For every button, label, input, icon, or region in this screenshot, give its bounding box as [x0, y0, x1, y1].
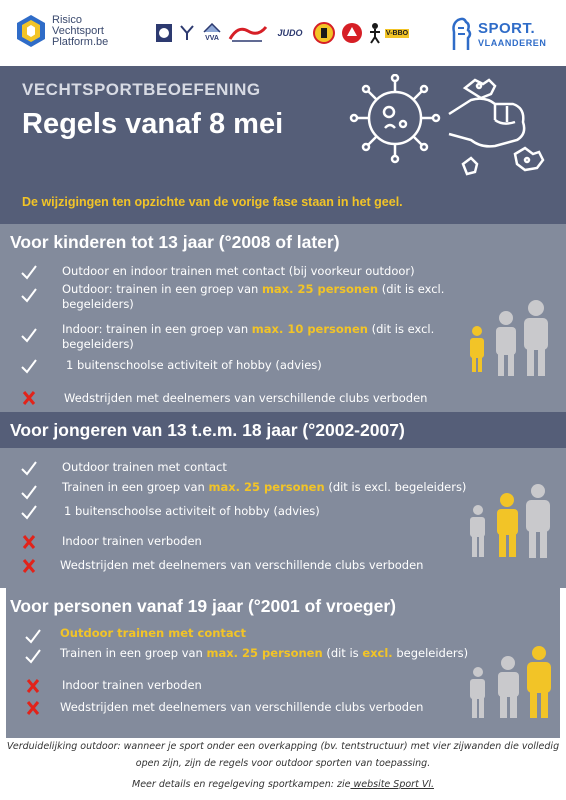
- federation-logo-8: [368, 22, 382, 44]
- check-icon: [21, 265, 37, 280]
- section-volwassenen: Voor personen vanaf 19 jaar (°2001 of vr…: [6, 588, 560, 738]
- check-icon: [21, 288, 37, 303]
- federation-logo-vva: VVA: [200, 22, 224, 44]
- federation-logo-vbbo: V-BBO: [384, 28, 410, 38]
- sport-vlaanderen-subtitle: VLAANDEREN: [478, 38, 547, 48]
- federation-logo-1: [153, 22, 175, 44]
- check-icon: [21, 328, 37, 343]
- section-kinderen: Voor kinderen tot 13 jaar (°2008 of late…: [0, 224, 566, 412]
- people-icon-adult-highlighted: [470, 646, 551, 718]
- page-title: Regels vanaf 8 mei: [22, 108, 284, 140]
- cross-icon: [26, 701, 40, 715]
- risico-vechtsport-logo-text: Risico Vechtsport Platform.be: [52, 14, 109, 48]
- cross-icon: [22, 535, 36, 549]
- federation-logo-6: [312, 22, 336, 44]
- changes-note: De wijzigingen ten opzichte van de vorig…: [22, 195, 403, 209]
- risico-vechtsport-logo-icon: [17, 15, 45, 47]
- check-icon: [21, 505, 37, 520]
- cross-icon: [26, 679, 40, 693]
- section-jongeren: Voor jongeren van 13 t.e.m. 18 jaar (°20…: [0, 412, 566, 588]
- footer-note: Verduidelijking outdoor: wanneer je spor…: [6, 741, 560, 790]
- header-kicker: VECHTSPORTBEOEFENING: [22, 80, 261, 99]
- federation-logo-4: [228, 22, 268, 44]
- people-icon-teen-highlighted: [470, 484, 550, 558]
- sport-vlaanderen-lion-icon: [452, 17, 472, 50]
- check-icon: [21, 359, 37, 374]
- website-sport-vl-link[interactable]: website Sport Vl.: [350, 779, 434, 790]
- section-title: Voor personen vanaf 19 jaar (°2001 of vr…: [6, 588, 560, 624]
- people-icon-child-highlighted: [470, 300, 548, 376]
- cross-icon: [22, 559, 36, 573]
- logo-bar: [0, 0, 566, 66]
- check-icon: [21, 461, 37, 476]
- section-title: Voor kinderen tot 13 jaar (°2008 of late…: [0, 224, 566, 260]
- federation-logo-7: [340, 22, 364, 44]
- check-icon: [25, 649, 41, 664]
- section-title: Voor jongeren van 13 t.e.m. 18 jaar (°20…: [0, 412, 566, 448]
- sport-vlaanderen-title: SPORT.: [478, 20, 536, 37]
- federation-logo-judo: JUDO: [277, 28, 303, 38]
- check-icon: [25, 629, 41, 644]
- cross-icon: [22, 391, 36, 405]
- federation-logo-2: [176, 22, 198, 44]
- virus-fist-illustration: [349, 74, 545, 176]
- check-icon: [21, 485, 37, 500]
